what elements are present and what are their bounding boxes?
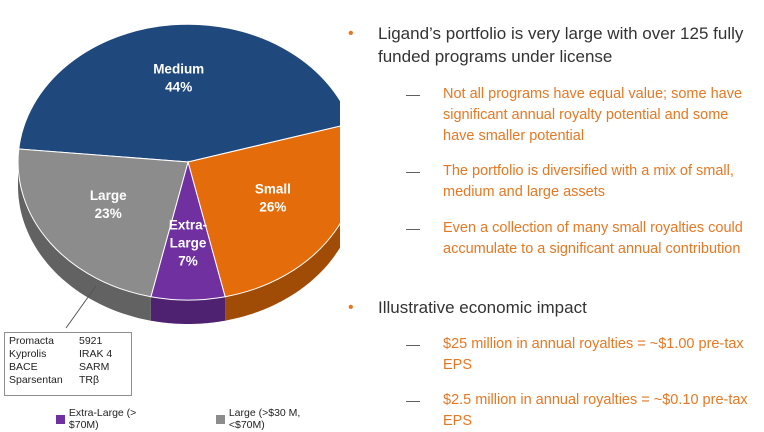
sub-bullet: — The portfolio is diversified with a mi… <box>340 161 760 203</box>
dash-icon: — <box>406 86 420 102</box>
bullet-economic-impact: • Illustrative economic impact <box>340 296 760 320</box>
sub-bullet-text: $25 million in annual royalties = ~$1.00… <box>443 336 744 373</box>
legend-item-large: Large (>$30 M, <$70M) <box>215 407 338 431</box>
sub-bullet-text: The portfolio is diversified with a mix … <box>443 163 734 200</box>
examples-right: TRβ <box>79 374 100 386</box>
slice-name-label: Large <box>90 188 127 203</box>
slice-value-label: 26% <box>259 200 286 215</box>
slice-value-label: 44% <box>165 79 192 94</box>
chart-legend: Extra-Large (> $70M) Large (>$30 M, <$70… <box>56 407 386 431</box>
examples-right: IRAK 4 <box>79 348 113 360</box>
sub-bullet-text: Not all programs have equal value; some … <box>443 86 743 144</box>
legend-label: Large (>$30 M, <$70M) <box>228 407 301 431</box>
pie-side-small <box>225 223 340 321</box>
slice-name-label: Extra- <box>169 218 207 233</box>
pie-chart: Medium 44% Small 26% Extra- Large 7% Large 23% <box>17 23 340 329</box>
dash-icon: — <box>406 163 420 179</box>
bullet-text: Ligand’s portfolio is very large with ov… <box>378 24 744 66</box>
sub-bullet-text: $2.5 million in annual royalties = ~$0.1… <box>443 392 748 429</box>
leader-line <box>65 285 97 329</box>
sub-bullet: — Not all programs have equal value; som… <box>340 84 760 147</box>
examples-row: Kyprolis IRAK 4 <box>9 348 131 361</box>
sub-bullet: — Even a collection of many small royalt… <box>340 218 760 281</box>
dash-icon: — <box>406 392 420 408</box>
pie-labels: Medium 44% Small 26% Extra- Large 7% Large 23% <box>90 61 291 268</box>
pie-sides <box>18 164 340 324</box>
examples-box: Promacta 5921 Kyprolis IRAK 4 BACE SARM … <box>4 332 132 396</box>
slice-name-label: Large <box>170 236 207 251</box>
bullet-dot-icon: • <box>348 299 354 316</box>
slice-value-label: 7% <box>178 254 198 269</box>
pie-slice-small <box>187 125 340 298</box>
bullet-text: Illustrative economic impact <box>378 298 587 317</box>
examples-right: 5921 <box>79 335 103 347</box>
legend-label: Extra-Large (> $70M) <box>68 407 137 431</box>
slice-name-label: Small <box>255 182 291 197</box>
examples-row: BACE SARM <box>9 361 131 374</box>
examples-left: Sparsentan <box>9 374 63 386</box>
examples-left: BACE <box>9 361 38 373</box>
examples-row: Sparsentan TRβ <box>9 374 131 387</box>
pie-slice-large <box>17 148 189 298</box>
bullet-portfolio: • Ligand’s portfolio is very large with … <box>340 22 760 68</box>
pie-tops <box>17 23 340 301</box>
sub-bullet: — $25 million in annual royalties = ~$1.… <box>340 334 760 376</box>
legend-swatch <box>215 414 225 424</box>
legend-item-extra-large: Extra-Large (> $70M) <box>56 407 168 431</box>
pie-side-large <box>18 164 151 321</box>
examples-right: SARM <box>79 361 110 373</box>
slice-value-label: 23% <box>95 206 122 221</box>
dash-icon: — <box>406 220 420 236</box>
sub-bullet-text: Even a collection of many small royaltie… <box>443 220 743 257</box>
dash-icon: — <box>406 336 420 352</box>
bullet-list: • Ligand’s portfolio is very large with … <box>340 14 760 432</box>
bullet-dot-icon: • <box>348 25 354 42</box>
slice-name-label: Medium <box>153 61 204 76</box>
sub-bullet: — $2.5 million in annual royalties = ~$0… <box>340 390 760 432</box>
pie-side-extra <box>150 296 226 324</box>
legend-swatch <box>56 414 65 424</box>
examples-left: Promacta <box>9 335 54 347</box>
examples-left: Kyprolis <box>9 348 47 360</box>
pie-slice-medium <box>18 23 340 163</box>
examples-row: Promacta 5921 <box>9 335 131 348</box>
